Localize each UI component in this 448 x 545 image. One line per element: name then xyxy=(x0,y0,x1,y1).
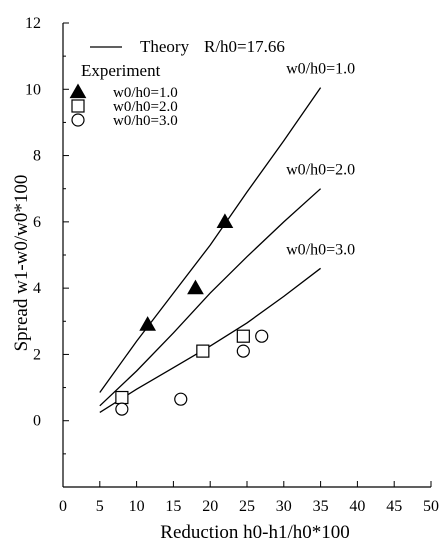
axes xyxy=(62,22,432,488)
x-tick-label: 0 xyxy=(59,498,67,515)
legend-marker-1 xyxy=(69,83,87,99)
data-point-series-3 xyxy=(174,392,188,406)
y-tick-label: 12 xyxy=(25,15,41,32)
x-tick-label: 50 xyxy=(423,498,439,515)
x-tick-label: 30 xyxy=(276,498,292,515)
x-tick-label: 45 xyxy=(386,498,402,515)
y-tick-label: 8 xyxy=(33,148,41,165)
y-tick-label: 0 xyxy=(33,413,41,430)
y-tick-label: 10 xyxy=(25,81,41,98)
x-tick-label: 15 xyxy=(165,498,181,515)
legend-experiment-heading: Experiment xyxy=(81,61,161,80)
legend-theory-param: R/h0=17.66 xyxy=(204,37,285,56)
y-tick-label: 6 xyxy=(33,214,41,231)
theory-curve-3 xyxy=(99,267,321,413)
data-point-series-3 xyxy=(236,344,250,358)
legend: Theory R/h0=17.66Experimentw0/h0=1.0w0/h0… xyxy=(69,37,285,129)
x-tick-label: 25 xyxy=(239,498,255,515)
x-tick-label: 5 xyxy=(96,498,104,515)
legend-marker-2 xyxy=(71,99,85,113)
y-tick-label: 4 xyxy=(33,280,41,297)
curve-label-2: w0/h0=2.0 xyxy=(286,162,355,179)
data-points xyxy=(115,213,269,416)
chart-labels: 0 5 10 15 20 25 30 35 40 45 50 0 2 4 6 8 10 12 Reduction h… xyxy=(11,15,439,543)
legend-theory-label: Theory xyxy=(140,37,190,56)
x-tick-label: 40 xyxy=(349,498,365,515)
theory-curves xyxy=(99,87,322,413)
theory-curve-2 xyxy=(99,188,322,407)
x-tick-label: 20 xyxy=(202,498,218,515)
legend-entry-2: w0/h0=2.0 xyxy=(113,99,178,115)
data-point-series-2 xyxy=(236,329,250,343)
data-point-series-1 xyxy=(216,213,234,228)
legend-marker-3 xyxy=(71,113,85,127)
y-tick-label: 2 xyxy=(33,346,41,363)
data-point-series-1 xyxy=(187,279,204,295)
curve-label-1: w0/h0=1.0 xyxy=(286,61,355,78)
data-point-series-3 xyxy=(255,329,269,343)
x-axis-title: Reduction h0-h1/h0*100 xyxy=(160,522,349,543)
x-tick-label: 10 xyxy=(129,498,145,515)
legend-entry-1: w0/h0=1.0 xyxy=(113,85,178,101)
data-point-series-2 xyxy=(115,390,129,405)
y-axis-title: Spread w1-w0/w0*100 xyxy=(11,175,32,352)
theory-curve-1 xyxy=(99,87,322,393)
x-tick-label: 35 xyxy=(313,498,329,515)
data-point-series-3 xyxy=(115,402,129,416)
legend-entry-3: w0/h0=3.0 xyxy=(113,113,178,129)
data-point-series-2 xyxy=(196,344,210,358)
curve-label-3: w0/h0=3.0 xyxy=(286,241,355,258)
data-point-series-1 xyxy=(139,316,157,331)
